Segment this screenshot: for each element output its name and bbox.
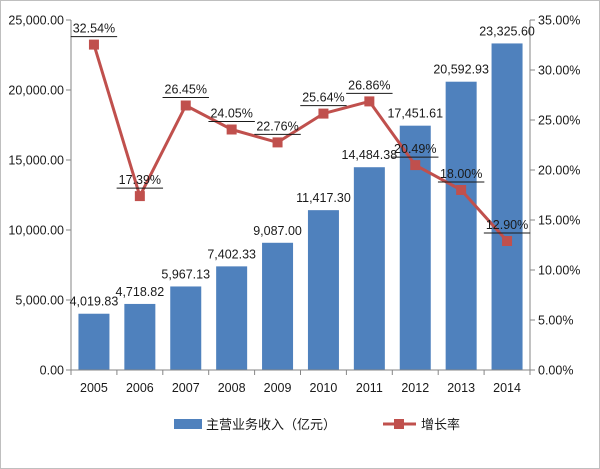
x-tick-label: 2014 <box>493 381 521 395</box>
right-y-tick-label: 35.00% <box>538 14 580 28</box>
bar <box>78 313 110 370</box>
bar-value-label: 14,484.38 <box>342 148 398 162</box>
growth-marker <box>318 108 329 119</box>
left-y-tick-label: 0.00 <box>40 364 64 378</box>
growth-marker <box>364 96 375 107</box>
x-tick-label: 2008 <box>218 381 246 395</box>
right-y-tick-label: 20.00% <box>538 164 580 178</box>
legend: 主营业务收入（亿元） 增长率 <box>174 417 460 432</box>
right-y-tick-label: 15.00% <box>538 214 580 228</box>
legend-line-label: 增长率 <box>421 417 460 432</box>
bar-value-label: 7,402.33 <box>207 247 256 261</box>
bar <box>170 286 202 370</box>
x-tick-label: 2006 <box>126 381 154 395</box>
growth-marker <box>272 137 283 148</box>
growth-value-label: 32.54% <box>73 22 115 36</box>
bar-value-label: 5,967.13 <box>161 267 210 281</box>
bar-value-label: 20,592.93 <box>433 63 489 77</box>
right-y-ticks: 0.00% 5.00% 10.00% 15.00% 20.00% 25.00% 30.00%… <box>530 14 580 378</box>
x-tick-label: 2005 <box>80 381 108 395</box>
right-y-tick-label: 5.00% <box>538 314 573 328</box>
bar-series <box>78 43 523 371</box>
growth-line <box>92 44 509 243</box>
bar <box>445 81 477 371</box>
x-tick-label: 2012 <box>401 381 429 395</box>
legend-bar-label: 主营业务收入（亿元） <box>206 417 336 432</box>
right-y-tick-label: 25.00% <box>538 114 580 128</box>
bar-value-label: 9,087.00 <box>253 224 302 238</box>
growth-marker <box>502 236 513 246</box>
left-y-tick-label: 20,000.00 <box>8 84 64 98</box>
growth-value-labels: 32.54% 17.39% 26.45%24.05% 22.76% 25.64% 26.8… <box>70 22 531 234</box>
x-tick-label: 2011 <box>356 381 383 395</box>
left-y-tick-label: 5,000.00 <box>15 294 64 308</box>
x-tick-label: 2010 <box>310 381 338 395</box>
x-tick-label: 2013 <box>447 381 475 395</box>
right-y-tick-label: 30.00% <box>538 64 580 78</box>
legend-line-marker <box>394 419 404 429</box>
growth-value-label: 12.90% <box>486 218 528 232</box>
bar-value-label: 23,325.60 <box>479 24 535 38</box>
bar <box>124 303 156 370</box>
x-tick-label: 2009 <box>264 381 292 395</box>
left-y-tick-label: 10,000.00 <box>8 224 64 238</box>
growth-line-series <box>88 39 513 246</box>
x-tick-labels: 2005 2006 2007 2008 2009 2010 2011 2012 2013 2014 <box>70 370 531 395</box>
bar-value-label: 11,417.30 <box>296 191 351 205</box>
growth-value-label: 20.49% <box>394 142 436 156</box>
x-tick-label: 2007 <box>172 381 200 395</box>
growth-value-label: 26.86% <box>348 78 390 92</box>
bar-value-label: 17,451.61 <box>387 107 443 121</box>
growth-value-label: 18.00% <box>440 167 482 181</box>
growth-marker <box>180 100 191 111</box>
legend-bar-swatch <box>174 419 202 429</box>
growth-marker <box>88 39 99 50</box>
left-y-tick-label: 25,000.00 <box>8 14 64 28</box>
bar-value-labels: 4,019.834,718.82 5,967.13 7,402.33 9,087.00… <box>70 24 535 308</box>
bar <box>307 210 339 370</box>
growth-marker <box>410 160 421 171</box>
growth-marker <box>226 124 237 135</box>
bar <box>491 43 523 371</box>
growth-value-label: 22.76% <box>256 119 298 133</box>
growth-marker <box>134 191 145 202</box>
bar <box>262 242 294 370</box>
left-y-ticks: 0.00 5,000.00 10,000.00 15,000.00 20,000.00 2… <box>8 14 71 378</box>
bar <box>353 167 385 370</box>
growth-value-label: 26.45% <box>165 83 207 97</box>
bar <box>216 266 248 370</box>
growth-marker <box>456 185 467 195</box>
left-y-tick-label: 15,000.00 <box>8 154 64 168</box>
right-y-tick-label: 10.00% <box>538 264 580 278</box>
growth-value-label: 17.39% <box>119 173 161 187</box>
bar-value-label: 4,718.82 <box>116 285 165 299</box>
growth-value-label: 24.05% <box>210 107 252 121</box>
growth-value-label: 25.64% <box>302 91 344 105</box>
bar-value-label: 4,019.83 <box>70 295 119 309</box>
right-y-tick-label: 0.00% <box>538 364 573 378</box>
